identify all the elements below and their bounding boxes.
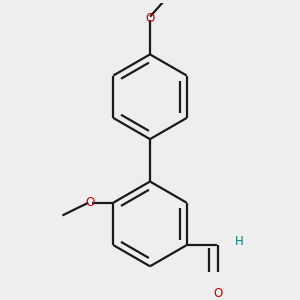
Text: H: H — [235, 235, 244, 248]
Text: O: O — [85, 196, 94, 209]
Text: O: O — [214, 287, 223, 300]
Text: O: O — [146, 12, 154, 25]
